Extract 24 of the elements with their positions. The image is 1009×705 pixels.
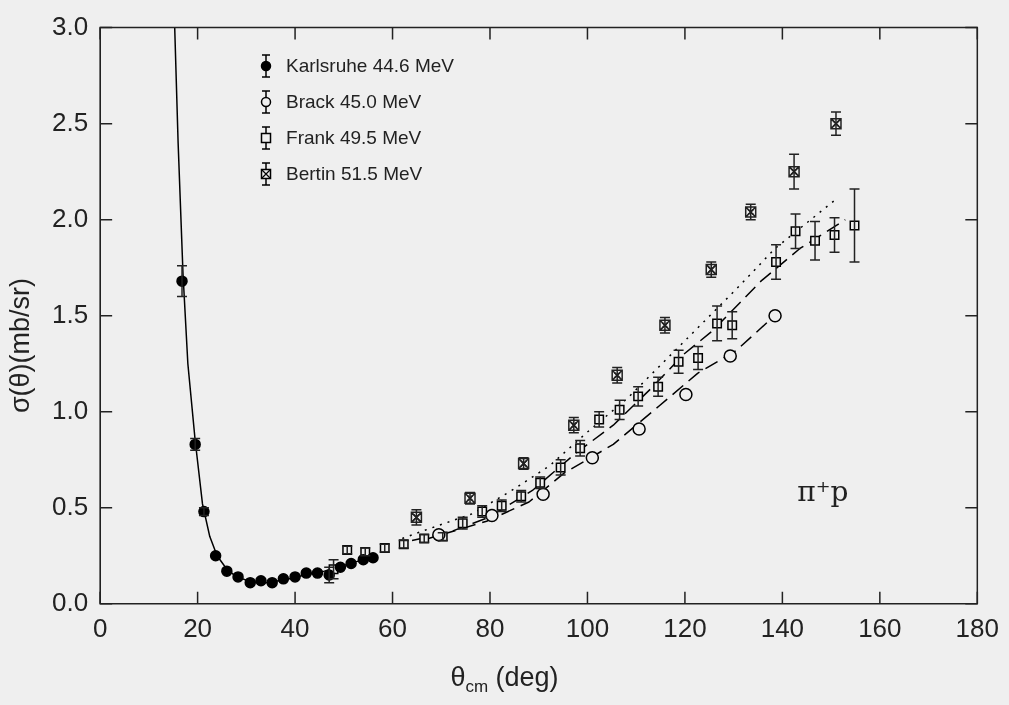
annotation: π⁺p <box>797 475 849 509</box>
y-tick-label: 1.0 <box>51 394 89 425</box>
y-tick-label: 0.5 <box>51 490 89 521</box>
x-tick-label: 120 <box>663 612 707 643</box>
x-axis-title: θ$_{cm}$ (deg) <box>449 662 560 698</box>
y-tick-label: 2.5 <box>51 106 89 137</box>
x-tick-label: 60 <box>378 612 407 643</box>
x-tick-label: 80 <box>475 612 505 643</box>
legend-label: Bertin 51.5 MeV <box>286 162 423 185</box>
y-tick-label: 1.5 <box>51 298 89 329</box>
x-tick-label: 0 <box>92 612 108 643</box>
y-tick-label: 3.0 <box>51 10 89 41</box>
legend-label: Karlsruhe 44.6 MeV <box>286 54 454 77</box>
x-tick-label: 40 <box>280 612 310 643</box>
x-tick-label: 100 <box>565 612 610 643</box>
x-tick-label: 20 <box>183 612 213 643</box>
y-tick-label: 0.0 <box>51 586 89 617</box>
x-tick-label: 160 <box>858 612 902 643</box>
x-tick-label: 140 <box>760 612 805 643</box>
y-tick-label: 2.0 <box>51 202 89 233</box>
legend-label: Brack 45.0 MeV <box>286 90 422 113</box>
y-axis-title: σ(θ)(mb/sr) <box>4 276 36 416</box>
legend-label: Frank 49.5 MeV <box>286 126 422 149</box>
x-tick-label: 180 <box>955 612 1000 643</box>
